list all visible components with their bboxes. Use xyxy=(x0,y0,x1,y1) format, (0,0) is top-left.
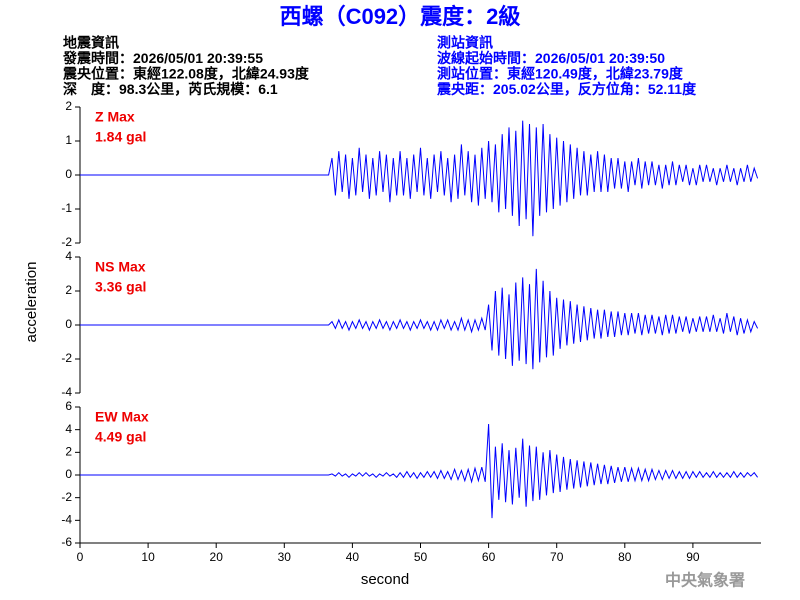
waveform xyxy=(80,120,759,237)
x-tick-label: 30 xyxy=(278,550,292,564)
station-info: 波線起始時間：2026/05/01 20:39:50 xyxy=(437,50,665,66)
y-tick-label: 0 xyxy=(65,317,72,331)
event-info: 震央位置：東經122.08度，北緯24.93度 xyxy=(62,66,310,82)
x-tick-label: 60 xyxy=(482,550,496,564)
credit: 中央氣象署 xyxy=(665,571,745,590)
x-tick-label: 90 xyxy=(686,550,700,564)
waveform xyxy=(80,423,759,519)
y-tick-label: 2 xyxy=(65,99,72,113)
event-info: 深 度：98.3公里，芮氏規模：6.1 xyxy=(63,81,278,97)
event-info: 發震時間：2026/05/01 20:39:55 xyxy=(62,50,263,66)
peak-label: 4.49 gal xyxy=(95,429,146,445)
x-tick-label: 40 xyxy=(346,550,360,564)
y-tick-label: 0 xyxy=(65,467,72,481)
event-info: 地震資訊 xyxy=(63,35,119,51)
panel-label: EW Max xyxy=(95,409,149,425)
peak-label: 3.36 gal xyxy=(95,279,146,295)
y-tick-label: -1 xyxy=(61,201,72,215)
x-tick-label: 70 xyxy=(550,550,564,564)
y-tick-label: 1 xyxy=(65,133,72,147)
y-tick-label: -4 xyxy=(61,385,72,399)
panel-label: NS Max xyxy=(95,259,146,275)
x-tick-label: 0 xyxy=(77,550,84,564)
y-tick-label: 0 xyxy=(65,167,72,181)
y-tick-label: -2 xyxy=(61,235,72,249)
chart-title: 西螺（C092）震度：2級 xyxy=(280,4,521,29)
y-tick-label: 6 xyxy=(65,399,72,413)
x-tick-label: 80 xyxy=(618,550,632,564)
peak-label: 1.84 gal xyxy=(95,129,146,145)
waveform xyxy=(80,268,759,370)
station-info: 震央距：205.02公里，反方位角：52.11度 xyxy=(436,81,697,97)
station-info: 測站位置：東經120.49度，北緯23.79度 xyxy=(437,66,684,82)
x-tick-label: 20 xyxy=(210,550,224,564)
y-tick-label: -6 xyxy=(61,535,72,549)
y-tick-label: -2 xyxy=(61,351,72,365)
x-tick-label: 10 xyxy=(141,550,155,564)
y-tick-label: 2 xyxy=(65,283,72,297)
y-tick-label: -2 xyxy=(61,490,72,504)
station-info: 測站資訊 xyxy=(437,35,493,51)
x-tick-label: 50 xyxy=(414,550,428,564)
y-tick-label: 2 xyxy=(65,445,72,459)
y-tick-label: -4 xyxy=(61,513,72,527)
y-tick-label: 4 xyxy=(65,249,72,263)
x-axis-label: second xyxy=(361,571,409,588)
panel-label: Z Max xyxy=(95,109,135,125)
y-axis-label: acceleration xyxy=(23,262,40,343)
y-tick-label: 4 xyxy=(65,422,72,436)
